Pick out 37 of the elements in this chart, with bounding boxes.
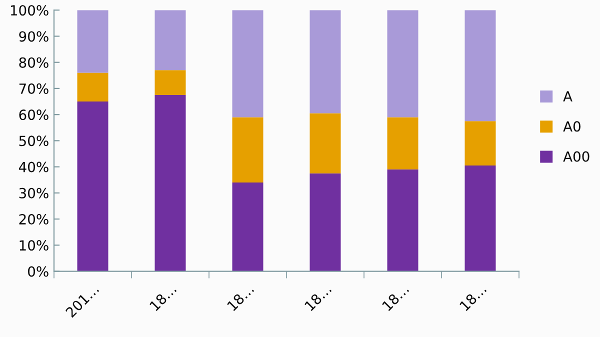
bar bbox=[232, 10, 264, 118]
bar bbox=[387, 169, 418, 272]
bar bbox=[464, 121, 496, 166]
bar bbox=[310, 10, 341, 114]
x-tick-label: 18… bbox=[459, 284, 487, 312]
bar bbox=[77, 102, 108, 272]
bar bbox=[464, 10, 496, 122]
y-tick-label: 10% bbox=[20, 240, 48, 251]
bar bbox=[310, 173, 341, 272]
bar bbox=[154, 70, 186, 95]
y-tick-label: 70% bbox=[19, 83, 48, 94]
bar bbox=[310, 113, 341, 174]
y-tick-label: 40% bbox=[18, 162, 48, 172]
x-tick-label: 18… bbox=[304, 284, 332, 312]
bar bbox=[232, 182, 264, 272]
y-tick-label: 0% bbox=[28, 266, 48, 277]
y-tick-label: 100% bbox=[10, 5, 48, 16]
y-tick-label: 60% bbox=[19, 110, 48, 120]
y-tick-label: 50% bbox=[19, 136, 48, 146]
y-tick-label: 80% bbox=[19, 57, 48, 68]
x-tick-label: 18… bbox=[382, 284, 410, 312]
y-tick-label: 20% bbox=[19, 214, 48, 225]
x-tick-label: 18… bbox=[226, 284, 254, 312]
y-tick-label: 90% bbox=[19, 31, 48, 42]
y-tick-label: 30% bbox=[19, 188, 48, 198]
bar bbox=[154, 10, 186, 70]
bar bbox=[77, 10, 108, 73]
legend-label: A00 bbox=[563, 151, 590, 162]
bar bbox=[232, 117, 264, 182]
bar bbox=[387, 10, 418, 118]
bar bbox=[77, 72, 108, 102]
bar bbox=[154, 94, 186, 272]
legend-label: A bbox=[563, 91, 572, 102]
bar bbox=[464, 166, 496, 272]
x-tick-label: 18… bbox=[149, 284, 177, 312]
bar bbox=[387, 117, 418, 170]
legend-label: A0 bbox=[563, 121, 580, 132]
